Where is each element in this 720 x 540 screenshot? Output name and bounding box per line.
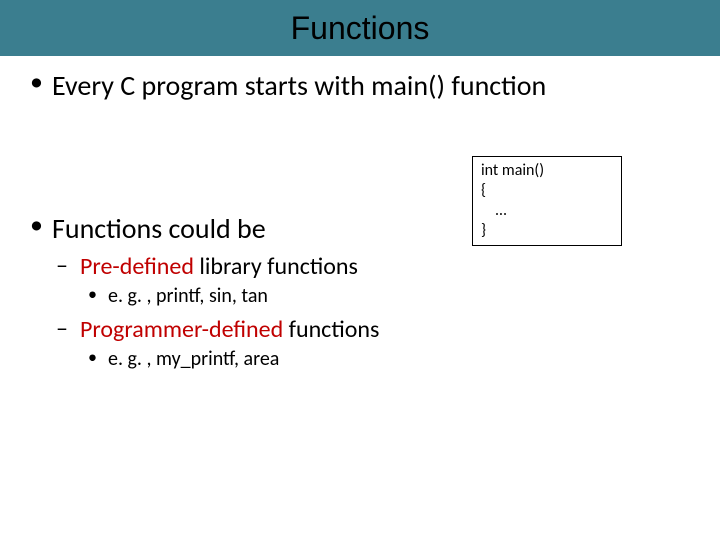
code-line-1: int main() xyxy=(481,161,613,181)
bullet-2-sub-1-text: Pre-defined library functions xyxy=(80,252,358,281)
bullet-2-sub-1-rest: library functions xyxy=(194,252,358,281)
bullet-1-text: Every C program starts with main() funct… xyxy=(52,68,546,103)
title-bar: Functions xyxy=(0,0,720,56)
accent-text-1: Pre-defined xyxy=(80,252,194,281)
code-line-4: } xyxy=(481,221,613,241)
bullet-1: Every C program starts with main() funct… xyxy=(24,68,696,103)
code-line-2: { xyxy=(481,181,613,201)
bullet-2-sub-2-ex: e. g. , my_printf, area xyxy=(80,347,696,372)
bullet-2-sub-1: Pre-defined library functions e. g. , pr… xyxy=(52,252,696,309)
bullet-2-sub-2-rest: functions xyxy=(283,315,379,344)
bullet-2-sub-2-ex-text: e. g. , my_printf, area xyxy=(108,347,279,371)
bullet-2-sub-2: Programmer-defined functions e. g. , my_… xyxy=(52,315,696,372)
bullet-2-text: Functions could be xyxy=(52,211,266,246)
bullet-2-sub-1-ex-text: e. g. , printf, sin, tan xyxy=(108,284,268,308)
slide-title: Functions xyxy=(291,10,430,47)
accent-text-2: Programmer-defined xyxy=(80,315,283,344)
bullet-2-sub-2-text: Programmer-defined functions xyxy=(80,315,379,344)
code-box: int main() { … } xyxy=(472,156,622,246)
slide: { "title": "Functions", "title_bar_color… xyxy=(0,0,720,540)
code-line-3: … xyxy=(481,201,613,221)
bullet-2-sub-1-ex: e. g. , printf, sin, tan xyxy=(80,284,696,309)
